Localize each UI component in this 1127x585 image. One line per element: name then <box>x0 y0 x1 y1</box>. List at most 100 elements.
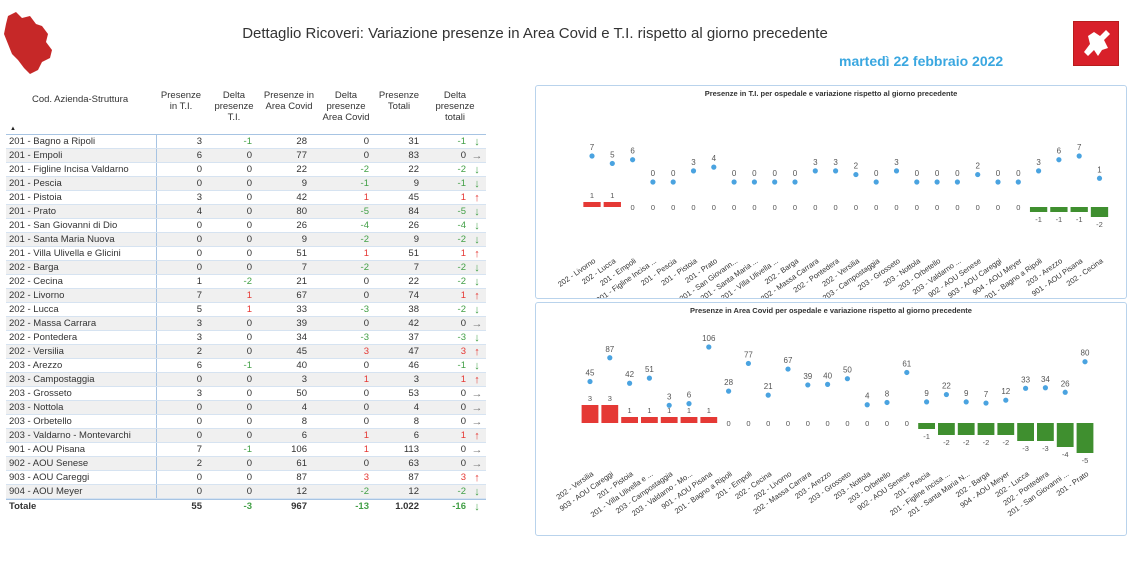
cell-ti: 3 <box>196 332 202 343</box>
cell-name: 203 - Grosseto <box>9 388 72 399</box>
table-row[interactable]: 201 - Prato 4 0 80 -5 84 -5 ↓ <box>6 205 486 219</box>
delta-bar <box>1050 207 1068 212</box>
chart-point <box>1076 153 1082 159</box>
cell-dti: 1 <box>246 304 252 315</box>
cell-dti: -1 <box>243 360 252 371</box>
header-totali[interactable]: Presenze Totali <box>378 90 420 112</box>
cell-ti: 1 <box>196 276 202 287</box>
table-row[interactable]: 202 - Barga 0 0 7 -2 7 -2 ↓ <box>6 261 486 275</box>
header-delta-area-covid[interactable]: Delta presenze Area Covid <box>322 90 370 123</box>
cell-ac: 12 <box>296 486 307 497</box>
delta-label: 0 <box>854 203 858 212</box>
arrow-down-icon: ↓ <box>474 486 480 498</box>
table-row[interactable]: 203 - Campostaggia 0 0 3 1 3 1 ↑ <box>6 373 486 387</box>
table-row[interactable]: 904 - AOU Meyer 0 0 12 -2 12 -2 ↓ <box>6 485 486 499</box>
delta-label: 0 <box>793 203 797 212</box>
cell-dti: 0 <box>246 388 252 399</box>
table-row[interactable]: 902 - AOU Senese 2 0 61 0 63 0 → <box>6 457 486 471</box>
cell-ac: 8 <box>301 416 307 427</box>
delta-label: 0 <box>976 203 980 212</box>
table-row[interactable]: 201 - Santa Maria Nuova 0 0 9 -2 9 -2 ↓ <box>6 233 486 247</box>
cell-dti: -2 <box>243 276 252 287</box>
table-row[interactable]: 201 - Pescia 0 0 9 -1 9 -1 ↓ <box>6 177 486 191</box>
delta-label: -1 <box>1076 215 1083 224</box>
cell-tot: 12 <box>408 486 419 497</box>
table-row[interactable]: 201 - Bagno a Ripoli 3 -1 28 0 31 -1 ↓ <box>6 135 486 149</box>
table-row[interactable]: 202 - Livorno 7 1 67 0 74 1 ↑ <box>6 289 486 303</box>
cell-tot: 63 <box>408 458 419 469</box>
delta-label: 0 <box>746 419 750 428</box>
chart-point <box>995 179 1001 185</box>
chart-point <box>706 344 712 350</box>
table-row[interactable]: 203 - Arezzo 6 -1 40 0 46 -1 ↓ <box>6 359 486 373</box>
cell-ti: 0 <box>196 472 202 483</box>
cell-tot: 38 <box>408 304 419 315</box>
chart-point-label: 80 <box>1081 349 1090 358</box>
cell-name: 201 - Prato <box>9 206 56 217</box>
cell-ti: 0 <box>196 262 202 273</box>
table-row[interactable]: 201 - Villa Ulivella e Glicini 0 0 51 1 51 1 ↑ <box>6 247 486 261</box>
header-ti[interactable]: Presenze in T.I. <box>160 90 202 112</box>
table-row[interactable]: 901 - AOU Pisana 7 -1 106 1 113 0 → <box>6 443 486 457</box>
cell-ac: 67 <box>296 290 307 301</box>
cell-ti: 0 <box>196 164 202 175</box>
table-row[interactable]: 201 - San Giovanni di Dio 0 0 26 -4 26 -4 ↓ <box>6 219 486 233</box>
arrow-down-icon: ↓ <box>474 164 480 176</box>
cell-dac: 1 <box>363 248 369 259</box>
cell-ac: 45 <box>296 346 307 357</box>
table-row[interactable]: 203 - Grosseto 3 0 50 0 53 0 → <box>6 387 486 401</box>
header-delta-ti[interactable]: Delta presenze T.I. <box>214 90 254 123</box>
chart-point <box>785 366 791 372</box>
table-row[interactable]: 203 - Valdarno - Montevarchi 0 0 6 1 6 1 ↑ <box>6 429 486 443</box>
table-total-row[interactable]: Totale 55 -3 967 -13 1.022 -16 ↓ <box>6 499 486 514</box>
table-row[interactable]: 201 - Empoli 6 0 77 0 83 0 → <box>6 149 486 163</box>
table-row[interactable]: 202 - Pontedera 3 0 34 -3 37 -3 ↓ <box>6 331 486 345</box>
delta-label: -2 <box>1096 220 1103 229</box>
arrow-down-icon: ↓ <box>474 332 480 344</box>
sort-ascending-icon[interactable]: ▲ <box>10 126 16 132</box>
cell-ti: 0 <box>196 374 202 385</box>
chart-point-label: 7 <box>984 390 989 399</box>
table-row[interactable]: 201 - Figline Incisa Valdarno 0 0 22 -2 22 -2 ↓ <box>6 163 486 177</box>
cell-tot: 84 <box>408 206 419 217</box>
cell-dti: 0 <box>246 486 252 497</box>
chart-point <box>751 179 757 185</box>
table-row[interactable]: 202 - Versilia 2 0 45 3 47 3 ↑ <box>6 345 486 359</box>
delta-label: 0 <box>826 419 830 428</box>
table-row[interactable]: 202 - Lucca 5 1 33 -3 38 -2 ↓ <box>6 303 486 317</box>
chart-point-label: 2 <box>975 162 980 171</box>
chart-point <box>609 160 615 167</box>
table-row[interactable]: 201 - Pistoia 3 0 42 1 45 1 ↑ <box>6 191 486 205</box>
delta-bar <box>1056 423 1074 447</box>
report-date: martedì 22 febbraio 2022 <box>839 53 1004 69</box>
table-body: 201 - Bagno a Ripoli 3 -1 28 0 31 -1 ↓ 201 - Emp… <box>6 134 486 514</box>
cell-ti: 2 <box>196 458 202 469</box>
delta-label: -1 <box>1035 215 1042 224</box>
chart-point <box>666 402 672 408</box>
cell-tot: 87 <box>408 472 419 483</box>
cell-dac: -13 <box>355 501 369 512</box>
chart-point-label: 0 <box>1016 169 1021 178</box>
chart-point <box>873 179 879 185</box>
delta-label: 0 <box>813 203 817 212</box>
arrow-up-icon: ↑ <box>474 290 480 302</box>
chart-point <box>975 171 981 178</box>
cell-dac: 0 <box>363 388 369 399</box>
chart-point-label: 7 <box>1077 143 1082 152</box>
chart-point <box>1015 179 1021 185</box>
arrow-right-icon: → <box>471 388 483 400</box>
header-delta-totali[interactable]: Delta presenze totali <box>435 90 475 123</box>
chart-point <box>607 355 613 361</box>
delta-label: 1 <box>590 191 594 200</box>
header-name[interactable]: Cod. Azienda-Struttura <box>32 94 129 105</box>
table-row[interactable]: 202 - Massa Carrara 3 0 39 0 42 0 → <box>6 317 486 331</box>
table-row[interactable]: 903 - AOU Careggi 0 0 87 3 87 3 ↑ <box>6 471 486 485</box>
cell-dac: -4 <box>360 220 369 231</box>
chart-point <box>1042 385 1048 391</box>
table-row[interactable]: 202 - Cecina 1 -2 21 0 22 -2 ↓ <box>6 275 486 289</box>
chart-point-label: 9 <box>964 389 969 398</box>
header-area-covid[interactable]: Presenze in Area Covid <box>263 90 315 112</box>
table-row[interactable]: 203 - Nottola 0 0 4 0 4 0 → <box>6 401 486 415</box>
table-row[interactable]: 203 - Orbetello 0 0 8 0 8 0 → <box>6 415 486 429</box>
chart-point-label: 6 <box>687 391 692 400</box>
